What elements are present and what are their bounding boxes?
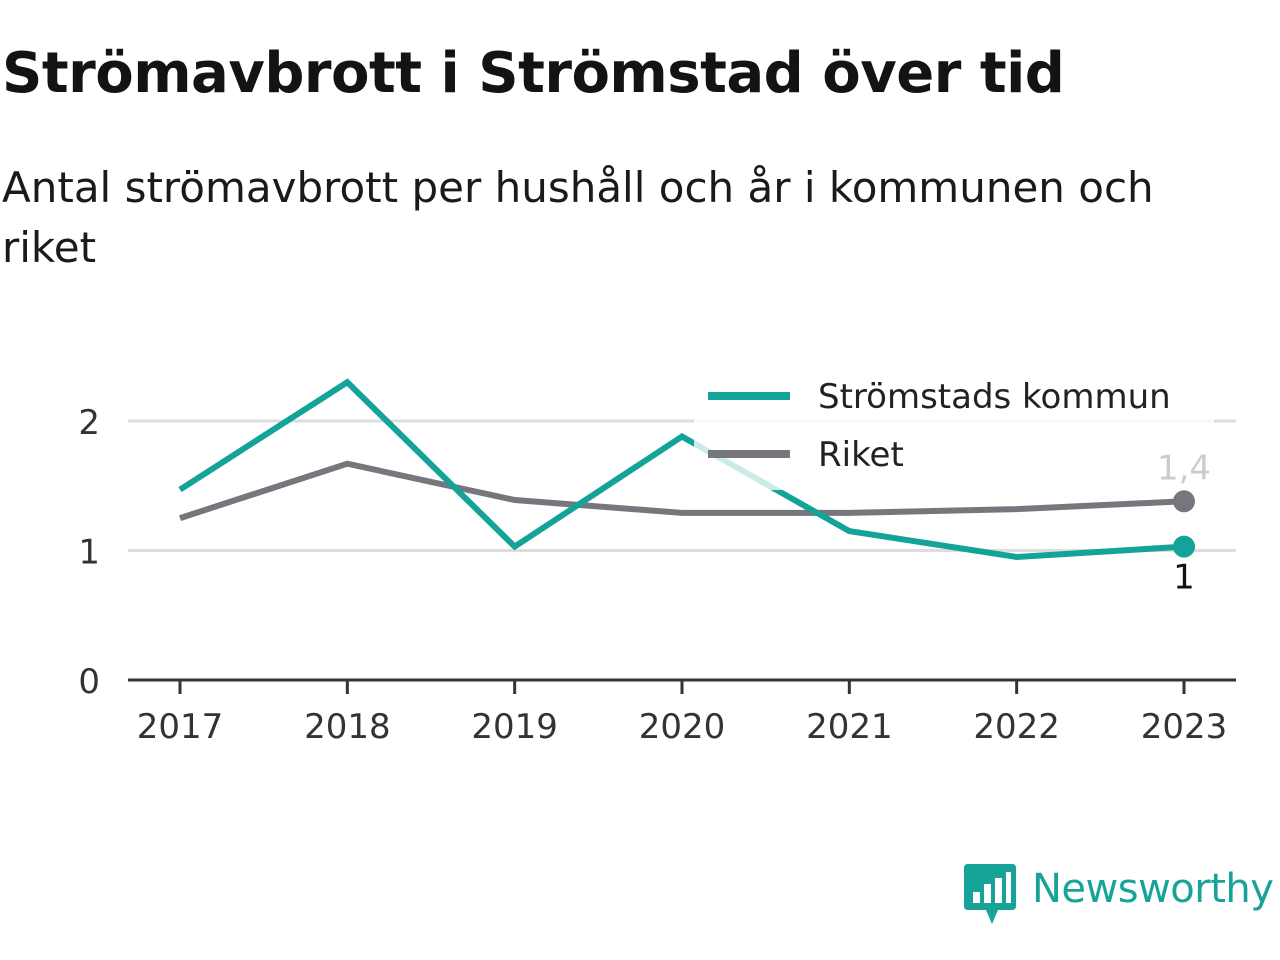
x-tick-label: 2018 [304, 707, 391, 747]
end-value-label: 1,4 [1157, 448, 1211, 488]
newsworthy-logo-icon [964, 864, 1016, 924]
logo-text: Newsworthy [1032, 866, 1274, 912]
newsworthy-logo: Newsworthy [964, 864, 1274, 926]
legend-label: Riket [818, 435, 904, 475]
x-tick-label: 2023 [1141, 707, 1228, 747]
chart-title: Strömavbrott i Strömstad över tid [2, 41, 1065, 106]
series-lines [178, 378, 1185, 561]
y-tick-label: 1 [78, 533, 100, 573]
line-chart: 0 1 2 2017 2018 2019 2020 2021 2022 2023 Strömst… [78, 372, 1236, 747]
end-labels: 11,4 [1157, 448, 1211, 597]
x-axis-ticks: 2017 2018 2019 2020 2021 2022 2023 [137, 680, 1228, 747]
end-point-marker [1173, 490, 1195, 513]
legend: Strömstads kommun Riket [694, 372, 1214, 490]
legend-background [694, 372, 1214, 490]
end-value-label: 1 [1173, 558, 1195, 598]
x-tick-label: 2022 [973, 707, 1060, 747]
x-tick-label: 2019 [471, 707, 558, 747]
y-tick-label: 2 [78, 403, 100, 443]
x-tick-label: 2021 [806, 707, 893, 747]
end-point-marker [1173, 535, 1195, 558]
legend-label: Strömstads kommun [818, 377, 1171, 417]
x-tick-label: 2017 [137, 707, 224, 747]
y-tick-label: 0 [78, 662, 100, 702]
chart-subtitle: Antal strömavbrott per hushåll och år i … [2, 163, 1154, 272]
x-tick-label: 2020 [639, 707, 726, 747]
y-axis-ticks: 0 1 2 [78, 403, 100, 702]
